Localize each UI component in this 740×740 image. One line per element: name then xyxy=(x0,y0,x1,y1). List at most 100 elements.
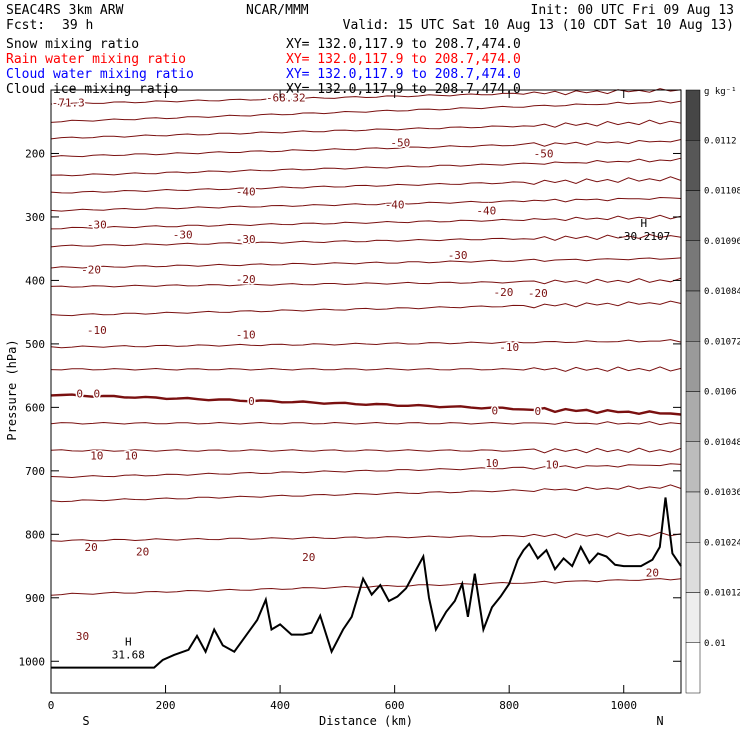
colorbar-label-0: 0.0112 xyxy=(704,136,737,146)
contour-label-3: -50 xyxy=(534,147,554,160)
colorbar-label-7: 0.01036 xyxy=(704,488,740,498)
y-axis-label: Pressure (hPa) xyxy=(5,339,19,440)
contour-label-25: 10 xyxy=(485,457,498,470)
field-legend: Snow mixing ratio XY= 132.0,117.9 to 208.… xyxy=(6,37,521,97)
contour-label-24: 10 xyxy=(125,450,138,463)
colorbar-label-4: 0.01072 xyxy=(704,337,740,347)
extremum-type-0: H xyxy=(640,217,647,230)
contour-label-11: -20 xyxy=(81,264,101,277)
colorbar-swatch-11 xyxy=(685,642,701,694)
south-label: S xyxy=(82,714,89,728)
isotherm-14 xyxy=(50,393,682,416)
field-label-0: Snow mixing ratio xyxy=(6,37,139,52)
contour-label-23: 10 xyxy=(90,450,103,463)
y-tick-label-5: 700 xyxy=(25,465,45,478)
x-tick-label-4: 800 xyxy=(499,699,519,712)
isotherm-1 xyxy=(50,100,682,123)
isotherm-2 xyxy=(50,119,682,140)
plot-frame xyxy=(50,89,682,694)
isotherm-9 xyxy=(50,257,682,269)
contour-label-26: 10 xyxy=(546,458,559,471)
x-tick-label-1: 200 xyxy=(156,699,176,712)
isotherm-15 xyxy=(50,421,682,426)
field-xy-0: XY= 132.0,117.9 to 208.7,474.0 xyxy=(286,37,521,52)
contour-label-13: -20 xyxy=(494,286,514,299)
isotherm-4 xyxy=(50,157,682,177)
colorbar-swatch-3 xyxy=(685,240,701,292)
center-title: NCAR/MMM xyxy=(246,3,309,18)
contour-label-17: -10 xyxy=(499,341,519,354)
colorbar-swatch-5 xyxy=(685,341,701,392)
y-tick-label-1: 300 xyxy=(25,211,45,224)
contour-label-18: 0 xyxy=(76,387,83,400)
isotherm-6 xyxy=(50,196,682,212)
north-label: N xyxy=(656,714,663,728)
isotherm-contours xyxy=(50,88,682,596)
colorbar-label-9: 0.01012 xyxy=(704,589,740,599)
fcst-label: Fcst: xyxy=(6,18,45,33)
isotherm-8 xyxy=(50,233,682,248)
contour-label-8: -30 xyxy=(173,229,193,242)
isotherm-18 xyxy=(50,484,682,503)
colorbar-label-6: 0.01048 xyxy=(704,438,740,448)
field-label-2: Cloud water mixing ratio xyxy=(6,67,194,82)
contour-label-30: 20 xyxy=(646,566,659,579)
field-xy-1: XY= 132.0,117.9 to 208.7,474.0 xyxy=(286,52,521,67)
colorbar-swatch-8 xyxy=(685,491,701,543)
colorbar-unit: g kg⁻¹ xyxy=(704,87,737,97)
contour-label-29: 20 xyxy=(302,551,315,564)
colorbar-label-10: 0.01 xyxy=(704,639,726,649)
contour-label-14: -20 xyxy=(528,287,548,300)
y-tick-label-7: 900 xyxy=(25,592,45,605)
colorbar-swatch-1 xyxy=(685,140,701,191)
extremum-value-1: 31.68 xyxy=(112,649,145,662)
isotherm-13 xyxy=(50,366,682,372)
contour-label-15: -10 xyxy=(87,324,107,337)
contour-label-22: 0 xyxy=(535,405,542,418)
isotherm-7 xyxy=(50,214,682,230)
isotherm-3 xyxy=(50,139,682,158)
contour-label-10: -30 xyxy=(448,249,468,262)
contour-label-20: 0 xyxy=(248,395,255,408)
contour-label-4: -40 xyxy=(236,186,256,199)
contour-label-28: 20 xyxy=(136,545,149,558)
colorbar-swatch-6 xyxy=(685,391,701,442)
contour-label-16: -10 xyxy=(236,328,256,341)
x-tick-label-5: 1000 xyxy=(610,699,637,712)
contour-label-1: -68.32 xyxy=(266,92,306,105)
colorbar-swatch-0 xyxy=(685,89,701,141)
colorbar-label-8: 0.01024 xyxy=(704,538,740,548)
isotherm-0 xyxy=(50,88,682,106)
init-time: Init: 00 UTC Fri 09 Aug 13 xyxy=(531,3,735,18)
x-tick-label-0: 0 xyxy=(48,699,55,712)
contour-label-5: -40 xyxy=(385,198,405,211)
contour-labels: -71.3 -68.32 -50 -50 -40 -40 -40 -30 -30 -30 -30 -2… xyxy=(50,90,660,644)
colorbar-swatch-9 xyxy=(685,542,701,593)
colorbar-swatch-7 xyxy=(685,441,701,493)
field-xy-2: XY= 132.0,117.9 to 208.7,474.0 xyxy=(286,67,521,82)
y-tick-label-8: 1000 xyxy=(19,655,46,668)
contour-label-31: 30 xyxy=(76,630,89,643)
model-title: SEAC4RS 3km ARW xyxy=(6,3,124,18)
contour-label-19: 0 xyxy=(94,387,101,400)
contour-label-21: 0 xyxy=(492,405,499,418)
isotherm-11 xyxy=(50,300,682,317)
valid-time: Valid: 15 UTC Sat 10 Aug 13 (10 CDT Sat … xyxy=(343,18,734,33)
contour-label-9: -30 xyxy=(236,233,256,246)
colorbar-label-3: 0.01084 xyxy=(704,287,740,297)
fcst-value: 39 h xyxy=(62,18,93,33)
colorbar-swatch-10 xyxy=(685,592,701,643)
isotherm-12 xyxy=(50,339,682,349)
y-tick-label-6: 800 xyxy=(25,528,45,541)
contour-label-2: -50 xyxy=(390,137,410,150)
x-axis-label: Distance (km) xyxy=(319,714,413,728)
x-axis-ticks: 0 200 400 600 800 1000 xyxy=(48,90,637,712)
x-tick-label-2: 400 xyxy=(270,699,290,712)
isotherm-17 xyxy=(50,463,682,479)
y-tick-label-2: 400 xyxy=(25,274,45,287)
y-tick-label-0: 200 xyxy=(25,147,45,160)
x-tick-label-3: 600 xyxy=(385,699,405,712)
